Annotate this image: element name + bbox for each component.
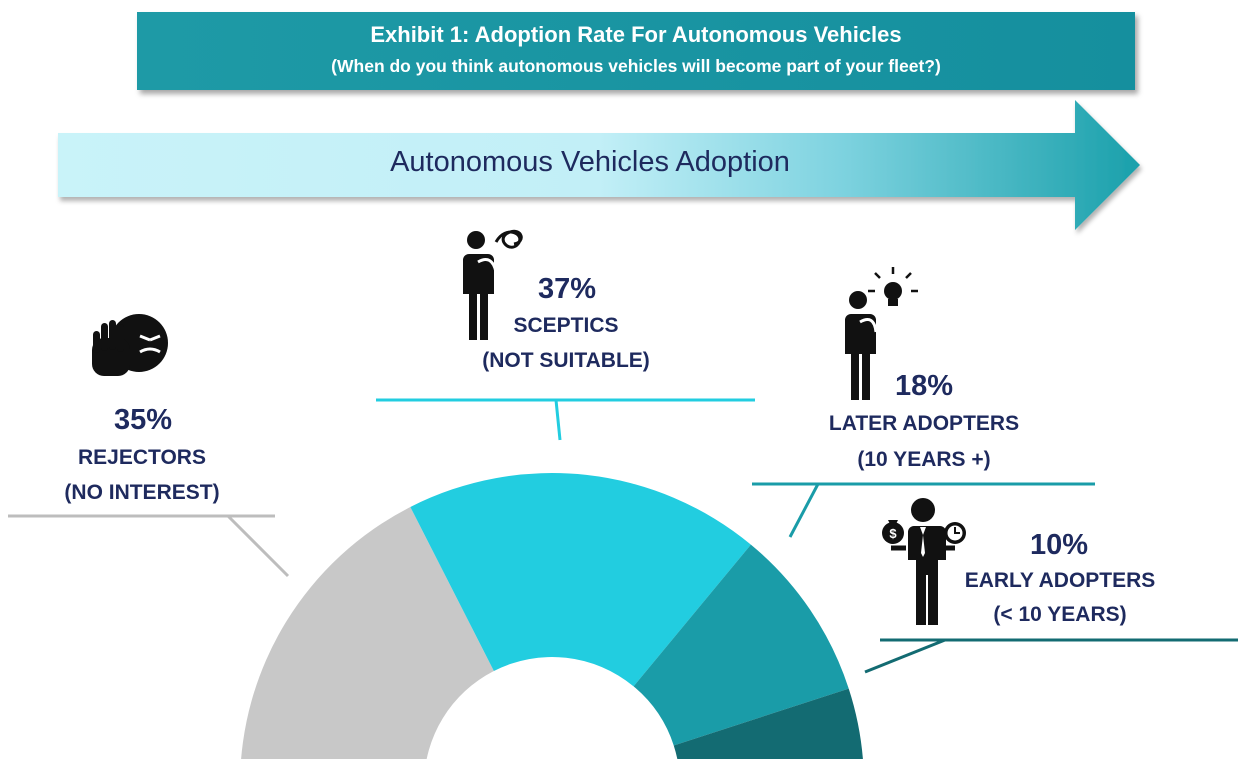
early-adopters-percent: 10% — [1029, 529, 1089, 561]
later-adopters-label: LATER ADOPTERS — [828, 412, 1020, 435]
leader-line-sceptics — [376, 398, 755, 441]
sceptics-label: SCEPTICS — [513, 314, 619, 337]
later-adopters-sublabel: (10 YEARS +) — [857, 448, 991, 471]
chart-subtitle: (When do you think autonomous vehicles w… — [331, 56, 941, 76]
leader-line-later-adopters — [752, 482, 1095, 538]
arrow-label: Autonomous Vehicles Adoption — [390, 146, 790, 178]
slice-sceptics — [410, 472, 751, 687]
sceptics-percent: 37% — [537, 273, 597, 305]
slice-rejectors — [241, 507, 494, 759]
rejectors-label: REJECTORS — [78, 446, 206, 469]
slice-later-adopters — [633, 544, 849, 746]
confused-person-icon — [463, 229, 523, 340]
early-adopters-sublabel: (< 10 YEARS) — [993, 603, 1127, 626]
thinking-person-lightbulb-icon — [845, 267, 918, 400]
svg-text:$: $ — [889, 526, 897, 541]
leader-lines — [8, 398, 1238, 674]
leader-line-early-adopters — [864, 638, 1238, 674]
chart-slices — [241, 472, 863, 759]
slice-early-adopters — [673, 688, 863, 759]
hand-stop-angry-face-icon — [92, 314, 168, 376]
businessman-money-clock-icon: $ — [882, 498, 966, 625]
rejectors-sublabel: (NO INTEREST) — [64, 481, 220, 504]
chart-title: Exhibit 1: Adoption Rate For Autonomous … — [370, 22, 902, 47]
title-banner: Exhibit 1: Adoption Rate For Autonomous … — [137, 12, 1135, 90]
leader-line-rejectors — [8, 514, 290, 578]
early-adopters-label: EARLY ADOPTERS — [964, 569, 1156, 592]
sceptics-sublabel: (NOT SUITABLE) — [482, 349, 650, 372]
later-adopters-percent: 18% — [894, 370, 954, 402]
rejectors-percent: 35% — [113, 404, 173, 436]
